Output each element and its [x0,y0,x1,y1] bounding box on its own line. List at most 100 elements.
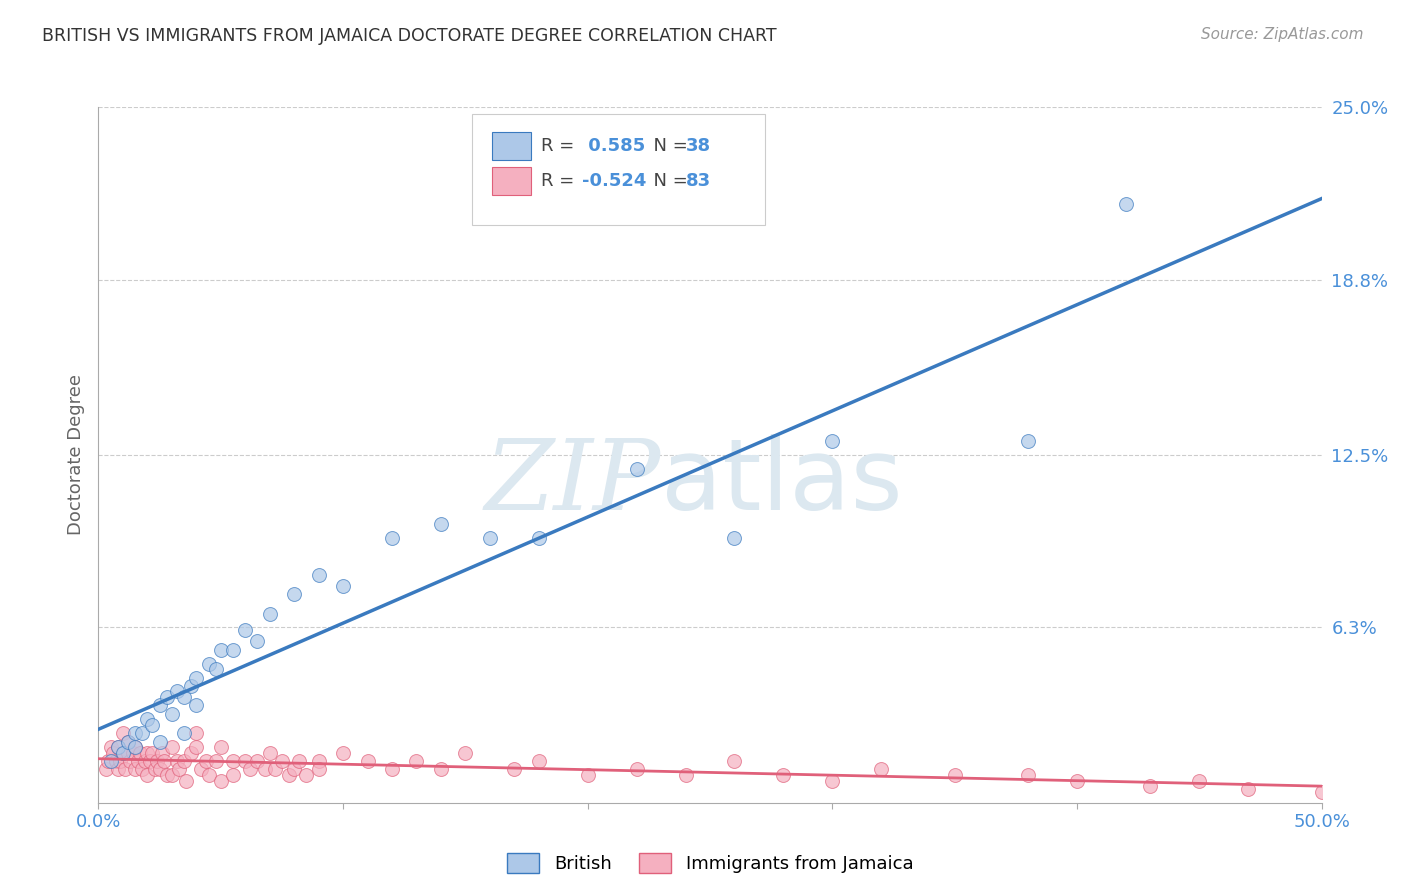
Point [176,773,198,788]
Point [143,763,166,777]
Point [124,740,146,755]
Point [723,754,745,768]
Text: 0.585: 0.585 [582,137,645,155]
Point [259,746,281,760]
Point [149,698,172,713]
FancyBboxPatch shape [492,132,531,160]
Point [146,754,169,768]
Point [332,746,354,760]
Point [124,740,146,755]
Point [190,763,212,777]
Point [454,746,477,760]
Point [94,763,117,777]
Point [308,567,330,582]
Point [821,773,844,788]
Point [149,763,172,777]
Point [233,754,256,768]
Point [173,690,195,704]
Point [381,763,404,777]
Point [1310,785,1333,799]
Point [129,746,152,760]
Point [186,726,208,740]
Point [278,768,301,782]
Point [141,718,163,732]
Point [107,740,129,755]
Text: Source: ZipAtlas.com: Source: ZipAtlas.com [1201,27,1364,42]
Point [503,763,526,777]
Point [101,746,124,760]
Point [772,768,794,782]
Point [723,532,745,546]
Point [153,754,176,768]
Point [356,754,378,768]
Point [110,754,132,768]
Point [246,634,269,648]
Point [209,642,232,657]
Point [205,754,228,768]
Text: 83: 83 [686,172,710,190]
Point [576,768,599,782]
Point [405,754,427,768]
Point [156,690,179,704]
Point [239,763,262,777]
Point [527,754,550,768]
Point [1188,773,1211,788]
Point [120,754,142,768]
Point [150,746,173,760]
Text: atlas: atlas [661,434,903,532]
Point [117,746,139,760]
Point [139,754,162,768]
FancyBboxPatch shape [492,167,531,194]
Point [124,763,146,777]
Text: R =: R = [541,137,581,155]
Point [136,768,159,782]
Legend: British, Immigrants from Jamaica: British, Immigrants from Jamaica [496,842,924,884]
Y-axis label: Doctorate Degree: Doctorate Degree [66,375,84,535]
Text: -0.524: -0.524 [582,172,645,190]
Point [160,768,183,782]
Point [173,754,195,768]
Point [111,726,134,740]
Point [263,763,285,777]
Point [186,740,208,755]
Point [156,768,179,782]
Point [111,746,134,760]
Point [167,763,190,777]
Point [134,754,156,768]
Point [131,763,153,777]
Point [205,662,228,676]
Point [186,698,208,713]
FancyBboxPatch shape [471,114,765,226]
Point [1115,197,1137,211]
Point [283,587,305,601]
Text: N =: N = [641,137,693,155]
Point [626,462,648,476]
Text: R =: R = [541,172,581,190]
Point [160,740,183,755]
Point [100,740,122,755]
Point [1017,768,1039,782]
Point [943,768,966,782]
Point [253,763,276,777]
Point [186,671,208,685]
Point [209,740,232,755]
Point [173,726,195,740]
Point [180,746,202,760]
Point [430,763,453,777]
Point [107,740,129,755]
Point [136,712,159,726]
Point [381,532,404,546]
Point [332,579,354,593]
Point [626,763,648,777]
Point [97,754,120,768]
Point [166,684,188,698]
Point [233,624,256,638]
Point [121,746,143,760]
Point [111,746,134,760]
Point [1237,781,1260,796]
Point [104,754,127,768]
Point [259,607,281,621]
Point [288,754,311,768]
Point [195,754,218,768]
Point [527,532,550,546]
